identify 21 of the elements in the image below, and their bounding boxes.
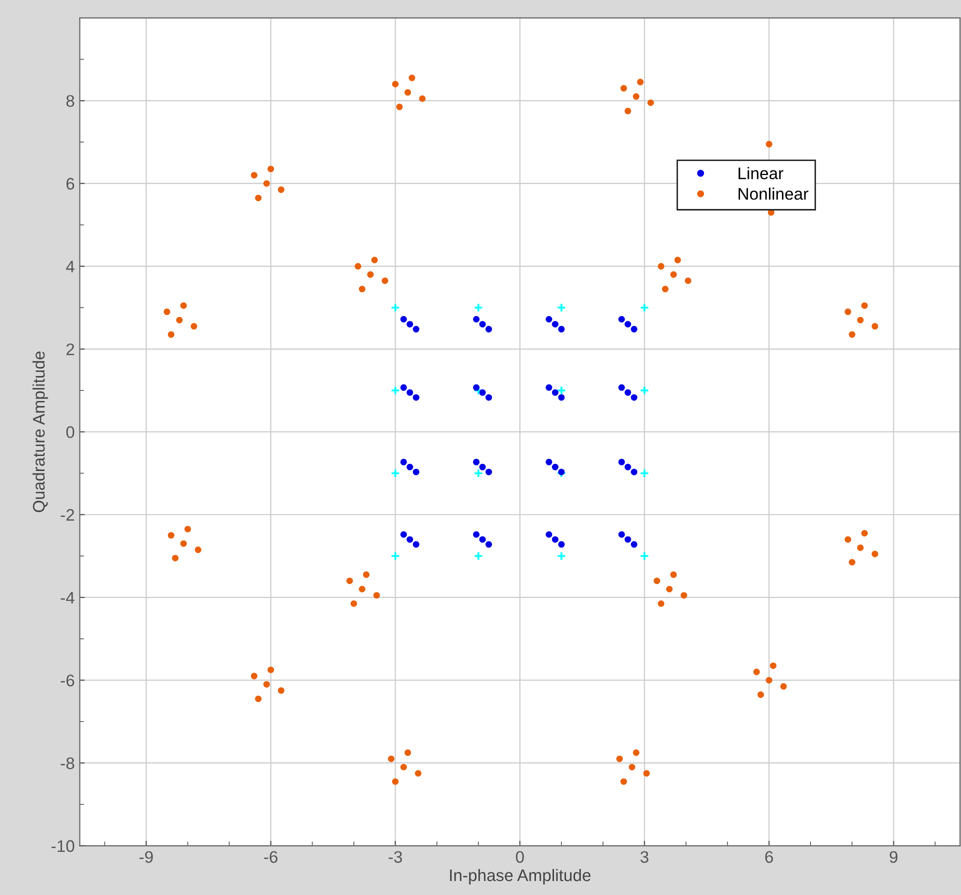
x-tick-label: 6	[765, 851, 773, 863]
y-tick-label: -10	[52, 840, 74, 852]
y-tick-label: 4	[66, 260, 74, 272]
legend-label: Nonlinear	[738, 188, 808, 200]
y-tick-label: 6	[66, 178, 74, 190]
x-tick-label: -6	[264, 851, 278, 863]
x-tick-label: -3	[388, 851, 402, 863]
y-tick-label: 0	[66, 426, 74, 438]
x-tick-label: -9	[140, 851, 153, 863]
y-axis-title: Quadrature Amplitude	[32, 352, 48, 512]
y-tick-label: 8	[66, 95, 74, 107]
y-tick-label: -6	[60, 674, 74, 686]
x-tick-label: 0	[516, 851, 524, 863]
y-tick-label: 2	[66, 343, 74, 356]
x-axis-title: In-phase Amplitude	[450, 868, 591, 884]
y-tick-label: -4	[60, 592, 74, 604]
y-tick-label: -2	[60, 509, 74, 521]
legend-label: Linear	[738, 167, 784, 180]
y-tick-label: -8	[60, 757, 74, 770]
x-tick-label: 3	[640, 851, 648, 863]
x-tick-label: 9	[890, 851, 898, 863]
